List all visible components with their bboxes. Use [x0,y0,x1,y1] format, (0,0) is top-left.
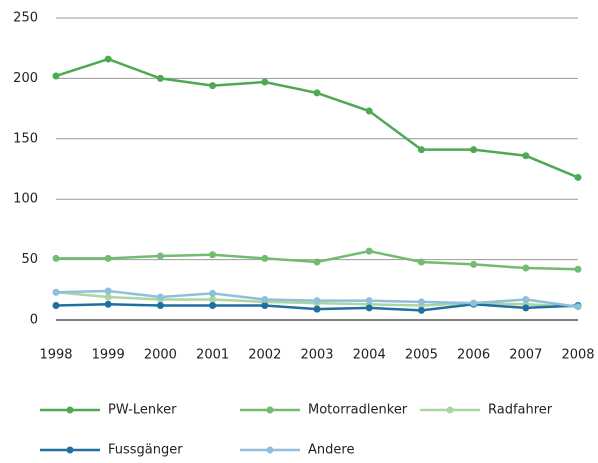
point [209,302,217,310]
point [365,297,373,305]
legend-marker [66,406,74,414]
point [313,258,321,266]
point [52,72,60,80]
point [104,293,112,301]
point [522,295,530,303]
legend-label: Andere [308,443,354,458]
point [104,55,112,63]
legend-marker [66,446,74,454]
legend-marker [266,446,274,454]
point [261,78,269,86]
point [209,289,217,297]
point [417,258,425,266]
point [209,251,217,259]
y-tick-label: 100 [13,192,38,207]
point [417,298,425,306]
y-tick-label: 200 [13,71,38,86]
x-tick-label: 2008 [561,348,594,363]
x-tick-label: 1999 [92,348,125,363]
point [522,264,530,272]
x-tick-label: 1998 [39,348,72,363]
point [104,287,112,295]
point [261,295,269,303]
y-tick-label: 250 [13,11,38,26]
point [261,302,269,310]
point [52,254,60,262]
point [470,299,478,307]
point [156,252,164,260]
legend-marker [266,406,274,414]
series-line [55,57,579,179]
x-tick-label: 2004 [353,348,386,363]
point [417,306,425,314]
legend-marker [446,406,454,414]
y-tick-label: 0 [30,313,38,328]
point [313,305,321,313]
point [104,254,112,262]
x-tick-label: 2000 [144,348,177,363]
legend-label: Motorradlenker [308,403,408,418]
point [365,304,373,312]
point [522,152,530,160]
point [156,293,164,301]
legend-label: Radfahrer [488,403,553,418]
x-tick-label: 2005 [405,348,438,363]
legend-label: PW-Lenker [108,403,177,418]
point [574,303,582,311]
point [209,82,217,90]
point [365,247,373,255]
point [522,304,530,312]
point [52,288,60,296]
point [261,254,269,262]
point [470,260,478,268]
point [52,302,60,310]
point [156,74,164,82]
point [365,107,373,115]
point [104,300,112,308]
x-tick-label: 2006 [457,348,490,363]
y-tick-label: 50 [21,252,38,267]
x-tick-label: 2001 [196,348,229,363]
x-tick-label: 2002 [248,348,281,363]
legend-label: Fussgänger [108,443,183,458]
point [574,173,582,181]
point [313,89,321,97]
point [156,302,164,310]
y-tick-label: 150 [13,131,38,146]
point [470,146,478,154]
point [209,295,217,303]
x-tick-label: 2007 [509,348,542,363]
point [574,265,582,273]
point [417,146,425,154]
x-tick-label: 2003 [300,348,333,363]
point [313,297,321,305]
